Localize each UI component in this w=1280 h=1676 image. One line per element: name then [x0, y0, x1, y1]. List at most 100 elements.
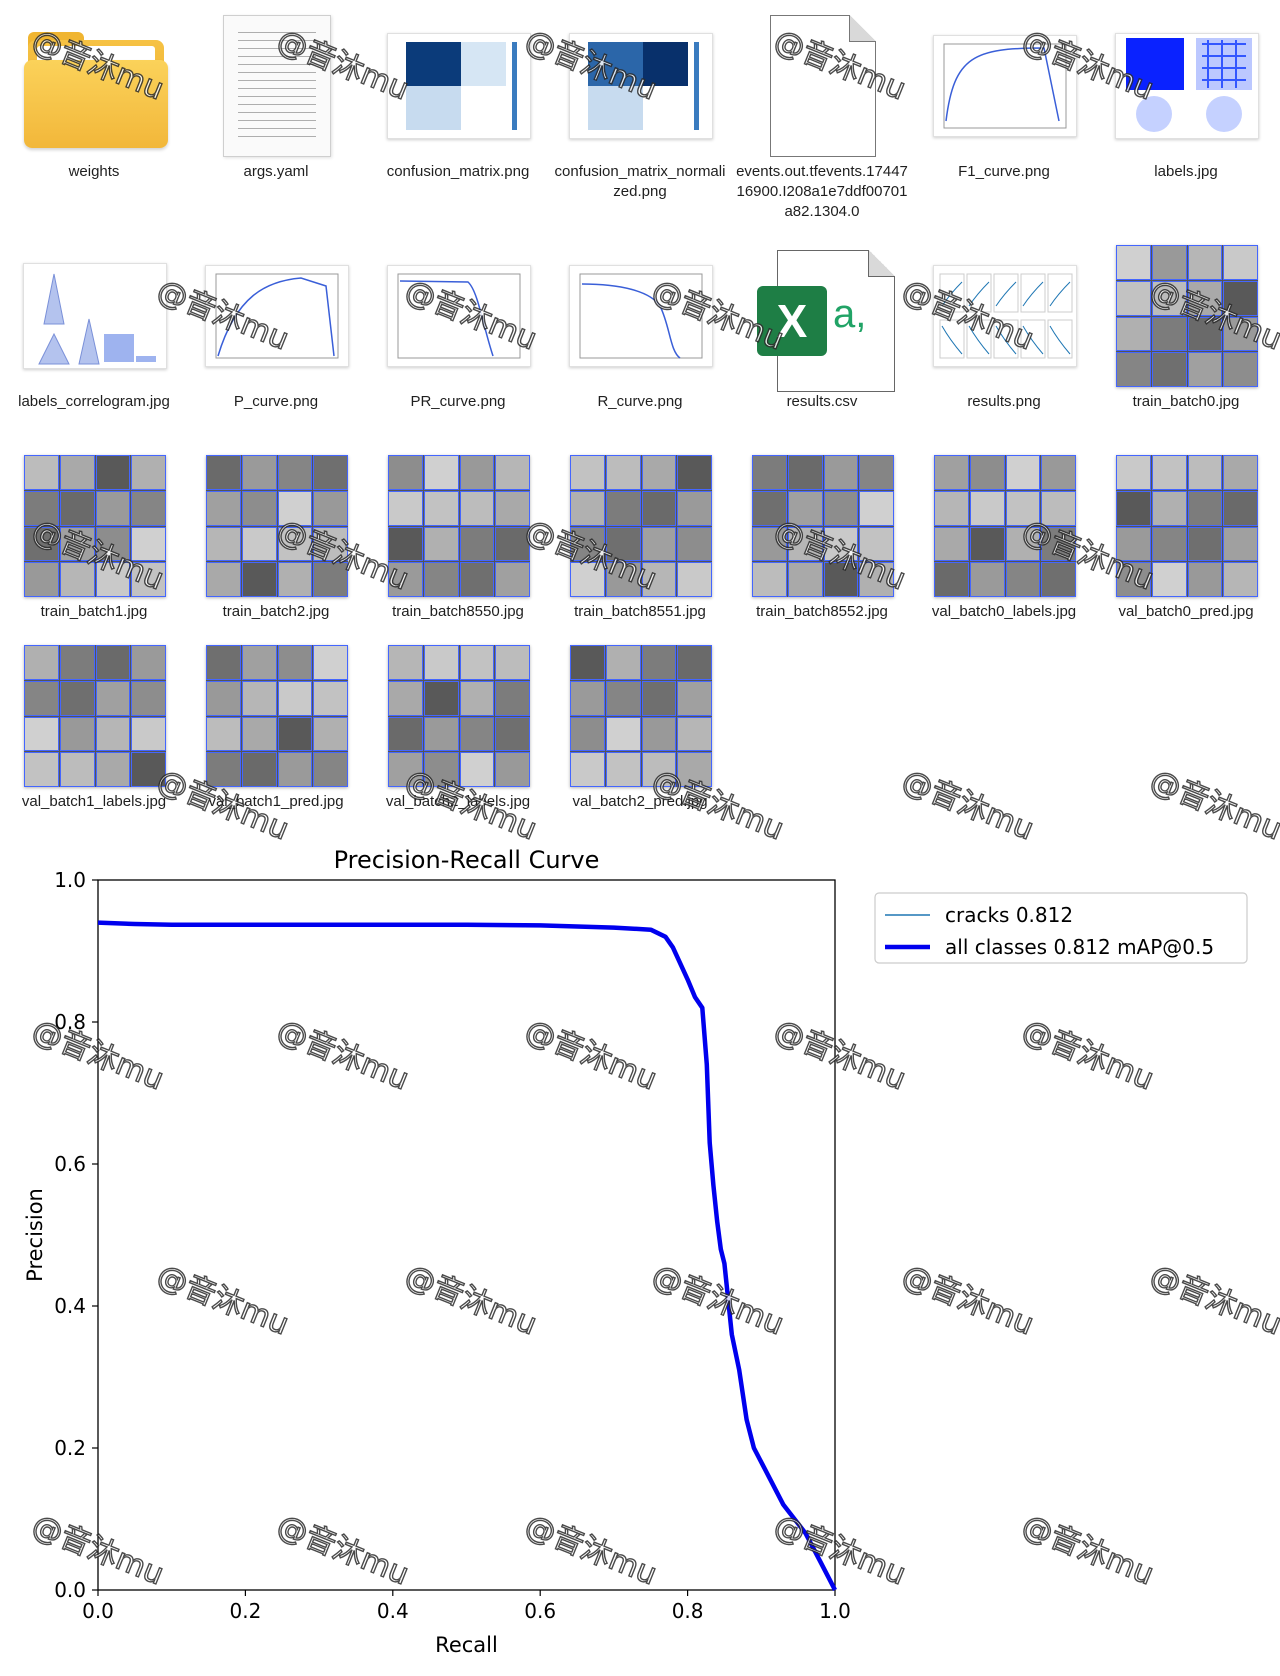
mosaic-tile — [459, 752, 495, 787]
mosaic-tile — [95, 562, 131, 597]
file-thumbnail — [19, 450, 171, 602]
file-item[interactable]: val_batch1_labels.jpg — [4, 630, 184, 845]
mosaic-tile — [570, 526, 605, 562]
document-line — [238, 64, 316, 65]
file-name: results.png — [967, 393, 1041, 410]
mosaic-tile — [752, 490, 787, 526]
file-item[interactable]: train_batch0.jpg — [1096, 230, 1276, 445]
image-thumbnail — [388, 455, 530, 597]
file-item[interactable]: F1_curve.png — [914, 0, 1094, 215]
mosaic-tile — [24, 752, 59, 787]
file-name: confusion_matrix.png — [386, 163, 530, 180]
mosaic-tile — [859, 455, 894, 490]
mosaic-tile — [1187, 562, 1223, 597]
file-name: val_batch0_labels.jpg — [931, 603, 1077, 620]
blank-file-icon — [770, 15, 876, 157]
file-thumbnail — [19, 240, 171, 392]
file-item[interactable]: confusion_matrix_normalized.png — [550, 0, 730, 215]
file-item[interactable]: train_batch8552.jpg — [732, 440, 912, 655]
mosaic-tile — [641, 752, 677, 787]
file-item[interactable]: R_curve.png — [550, 230, 730, 445]
file-thumbnail — [929, 450, 1081, 602]
mosaic-tile — [1223, 455, 1258, 490]
file-name: train_batch8550.jpg — [392, 603, 524, 620]
file-item[interactable]: labels_correlogram.jpg — [4, 230, 184, 445]
document-line — [238, 96, 316, 97]
image-thumbnail — [1116, 245, 1258, 387]
mosaic-tile — [459, 562, 495, 597]
file-thumbnail — [565, 640, 717, 792]
mosaic-tile — [1187, 280, 1223, 316]
file-item[interactable]: weights — [4, 0, 184, 215]
file-item[interactable]: confusion_matrix.png — [368, 0, 548, 215]
file-thumbnail — [19, 10, 171, 162]
mosaic-tile — [1116, 562, 1151, 597]
mosaic-tile — [1005, 455, 1041, 490]
image-thumbnail — [206, 645, 348, 787]
mosaic-tile — [605, 562, 641, 597]
mosaic-tile — [24, 716, 59, 752]
file-thumbnail — [747, 450, 899, 602]
file-item[interactable]: events.out.tfevents.1744716900.I208a1e7d… — [732, 0, 912, 220]
file-item[interactable]: train_batch8550.jpg — [368, 440, 548, 655]
mosaic-tile — [388, 716, 423, 752]
mosaic-tile — [859, 490, 894, 526]
mosaic-tile — [388, 455, 423, 490]
mosaic-tile — [423, 490, 459, 526]
image-thumbnail — [570, 645, 712, 787]
mosaic-tile — [313, 716, 348, 752]
mosaic-tile — [1116, 526, 1151, 562]
file-item[interactable]: train_batch2.jpg — [186, 440, 366, 655]
mosaic-tile — [752, 455, 787, 490]
document-line — [238, 80, 316, 81]
mosaic-tile — [605, 716, 641, 752]
mosaic-tile — [131, 490, 166, 526]
mosaic-tile — [59, 455, 95, 490]
file-item[interactable]: labels.jpg — [1096, 0, 1276, 215]
mosaic-tile — [1041, 455, 1076, 490]
mosaic-tile — [495, 716, 530, 752]
file-item[interactable]: val_batch0_labels.jpg — [914, 440, 1094, 655]
file-thumbnail — [565, 10, 717, 162]
mosaic-tile — [605, 645, 641, 680]
mosaic-tile — [241, 455, 277, 490]
file-item[interactable]: train_batch8551.jpg — [550, 440, 730, 655]
mosaic-tile — [677, 490, 712, 526]
file-name: labels.jpg — [1154, 163, 1218, 180]
mosaic-tile — [313, 562, 348, 597]
legend-label: all classes 0.812 mAP@0.5 — [945, 935, 1214, 959]
mosaic-tile — [131, 716, 166, 752]
mosaic-tile — [459, 490, 495, 526]
file-name: val_batch1_pred.jpg — [208, 793, 344, 810]
file-name: events.out.tfevents.1744716900.I208a1e7d… — [736, 163, 908, 220]
mosaic-tile — [570, 716, 605, 752]
x-tick-label: 0.8 — [672, 1599, 704, 1623]
mosaic-tile — [459, 455, 495, 490]
mosaic-tile — [241, 645, 277, 680]
file-item[interactable]: PR_curve.png — [368, 230, 548, 445]
image-thumbnail — [387, 33, 531, 139]
mosaic-tile — [313, 526, 348, 562]
x-tick-label: 0.2 — [229, 1599, 261, 1623]
mosaic-tile — [752, 526, 787, 562]
mosaic-tile — [1151, 490, 1187, 526]
chart-title: Precision-Recall Curve — [334, 846, 600, 874]
file-item[interactable]: val_batch2_pred.jpg — [550, 630, 730, 845]
file-item[interactable]: val_batch0_pred.jpg — [1096, 440, 1276, 655]
file-item[interactable]: train_batch1.jpg — [4, 440, 184, 655]
mosaic-tile — [388, 490, 423, 526]
file-item[interactable]: results.png — [914, 230, 1094, 445]
file-item[interactable]: P_curve.png — [186, 230, 366, 445]
file-item[interactable]: args.yaml — [186, 0, 366, 215]
file-item[interactable]: val_batch2_labels.jpg — [368, 630, 548, 845]
mosaic-tile — [605, 455, 641, 490]
mosaic-tile — [641, 562, 677, 597]
mosaic-tile — [677, 526, 712, 562]
mosaic-tile — [605, 490, 641, 526]
file-item[interactable]: val_batch1_pred.jpg — [186, 630, 366, 845]
x-tick-label: 0.6 — [524, 1599, 556, 1623]
series-line-1 — [97, 920, 837, 1592]
file-thumbnail — [929, 10, 1081, 162]
